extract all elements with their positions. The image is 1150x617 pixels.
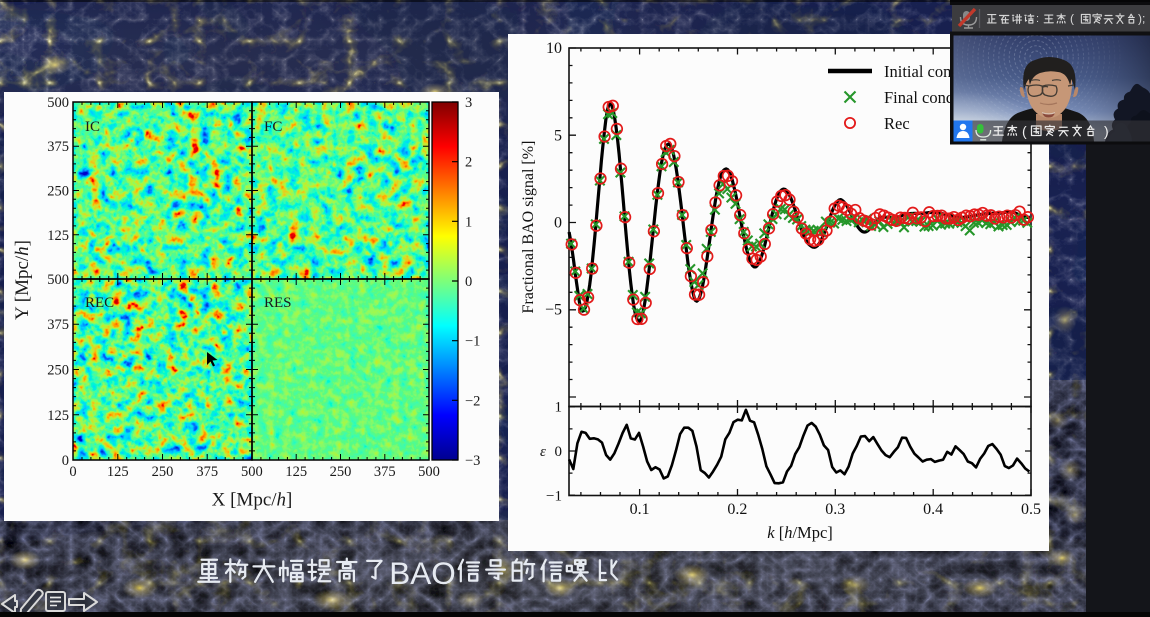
svg-text:125: 125 [47, 408, 69, 424]
svg-text:0.4: 0.4 [923, 501, 943, 518]
svg-text:RES: RES [264, 295, 292, 311]
svg-text:−1: −1 [465, 334, 480, 350]
svg-text:0: 0 [62, 453, 69, 469]
svg-text:500: 500 [418, 464, 440, 480]
svg-text:(: ( [1070, 12, 1074, 26]
svg-text:375: 375 [47, 139, 69, 155]
svg-text:375: 375 [47, 317, 69, 333]
svg-text:k [h/Mpc]: k [h/Mpc] [767, 523, 833, 542]
svg-text:10: 10 [546, 40, 562, 57]
svg-text:Y [Mpc/h]: Y [Mpc/h] [12, 240, 33, 320]
svg-text:1: 1 [465, 214, 472, 230]
svg-text:5: 5 [554, 128, 562, 145]
svg-text:0: 0 [554, 215, 562, 232]
svg-text:ε: ε [540, 444, 546, 460]
svg-text:0: 0 [465, 274, 472, 290]
svg-text:−3: −3 [465, 453, 480, 469]
svg-text:375: 375 [374, 464, 396, 480]
svg-text:Fractional BAO signal [%]: Fractional BAO signal [%] [520, 141, 537, 314]
svg-text:0.3: 0.3 [825, 501, 845, 518]
svg-text:BAO: BAO [389, 555, 456, 591]
svg-text:Rec: Rec [884, 114, 910, 133]
svg-text:125: 125 [107, 464, 129, 480]
svg-text:IC: IC [85, 119, 100, 135]
svg-text:(: ( [1022, 123, 1027, 139]
svg-text:500: 500 [47, 95, 69, 111]
svg-text:−5: −5 [545, 302, 562, 319]
svg-text:375: 375 [196, 464, 218, 480]
svg-text:500: 500 [47, 272, 69, 288]
svg-text:2: 2 [465, 155, 472, 171]
svg-text:0.1: 0.1 [630, 501, 650, 518]
svg-text:3: 3 [465, 95, 472, 111]
svg-text:FC: FC [264, 119, 282, 135]
svg-text:250: 250 [47, 363, 69, 379]
svg-text:0.5: 0.5 [1021, 501, 1041, 518]
svg-text:);: ); [1138, 12, 1145, 26]
svg-text:REC: REC [85, 295, 114, 311]
svg-text:250: 250 [330, 464, 352, 480]
svg-text:125: 125 [285, 464, 307, 480]
svg-text:−1: −1 [546, 489, 562, 505]
svg-text:0: 0 [69, 464, 76, 480]
svg-text::: : [1036, 13, 1039, 25]
svg-text:1: 1 [555, 400, 563, 416]
svg-text:X [Mpc/h]: X [Mpc/h] [212, 490, 293, 511]
svg-text:250: 250 [152, 464, 174, 480]
svg-text:0.2: 0.2 [727, 501, 747, 518]
svg-text:−2: −2 [465, 393, 480, 409]
svg-text:250: 250 [47, 184, 69, 200]
svg-text:500: 500 [241, 464, 263, 480]
svg-text:0: 0 [555, 444, 563, 460]
svg-text:): ) [1104, 123, 1109, 139]
svg-text:125: 125 [47, 228, 69, 244]
